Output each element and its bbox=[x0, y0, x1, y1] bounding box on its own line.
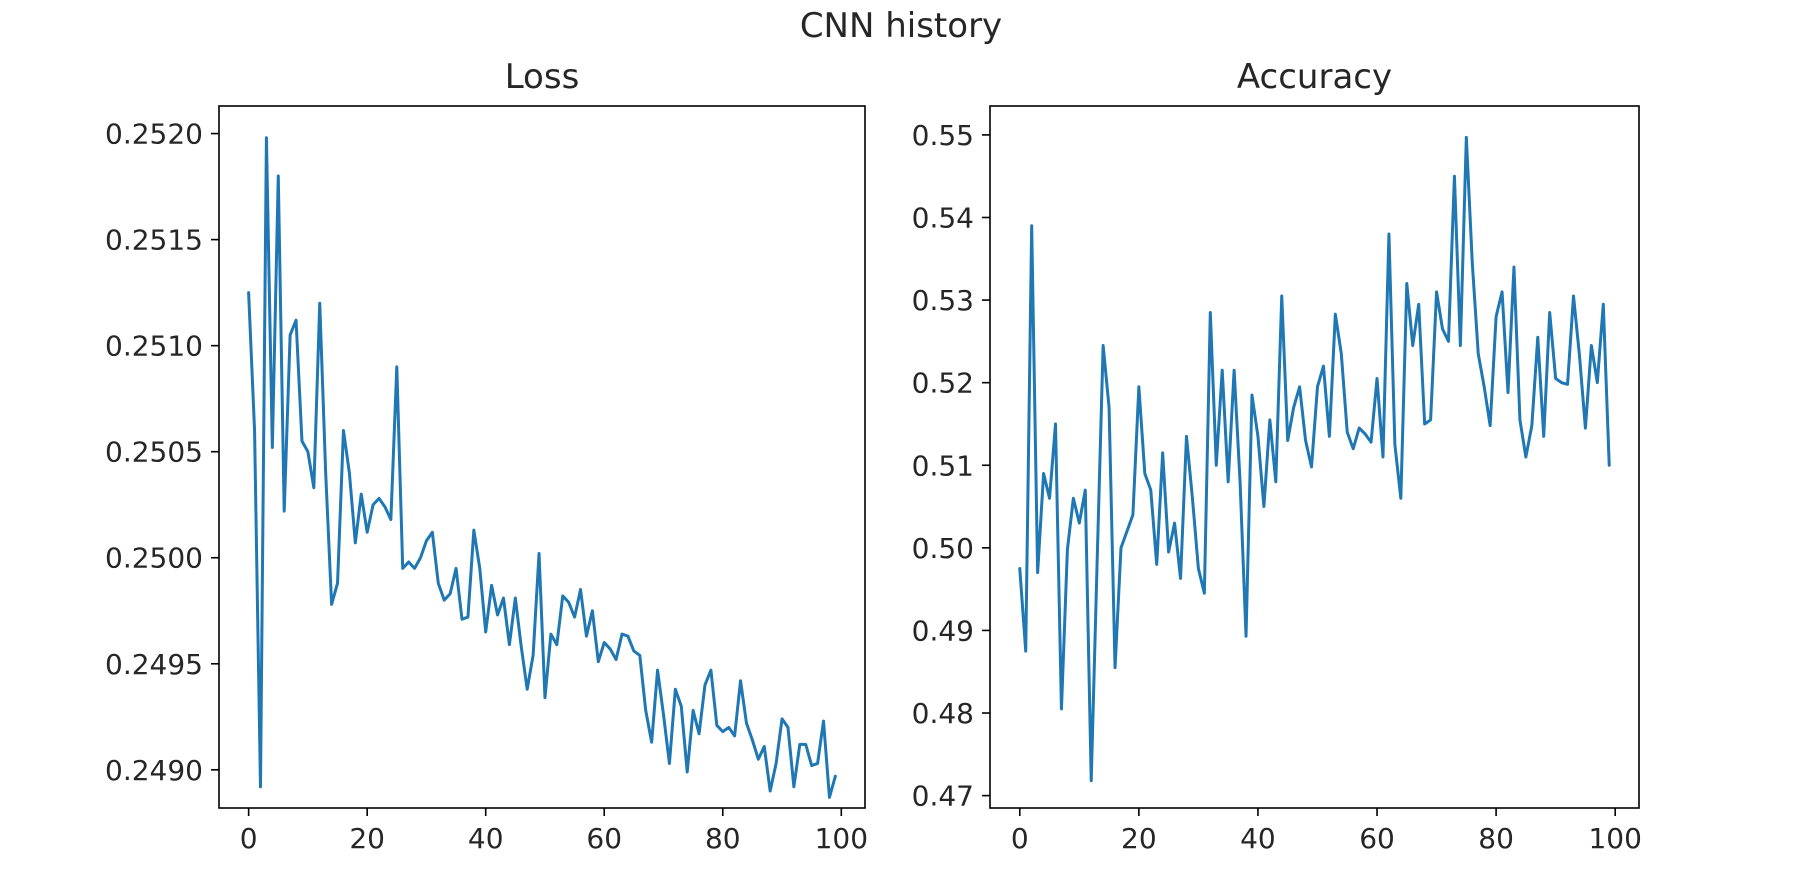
loss-ytick-label: 0.2515 bbox=[105, 224, 203, 257]
accuracy-series-line bbox=[1018, 135, 1611, 783]
loss-xtick-label: 80 bbox=[705, 822, 741, 855]
accuracy-title: Accuracy bbox=[1237, 57, 1392, 97]
loss-xtick-label: 0 bbox=[240, 822, 258, 855]
accuracy-xtick-label: 40 bbox=[1240, 822, 1276, 855]
loss-series-line bbox=[247, 136, 837, 799]
loss-plot: Loss 0 20 40 60 80 100 0.2490 0.2495 0.2500 0.2505… bbox=[105, 57, 868, 855]
figure-suptitle: CNN history bbox=[799, 6, 1003, 46]
accuracy-plot: Accuracy 0 20 40 60 80 100 0.47 0.48 0.49 0.50 0.51… bbox=[912, 57, 1642, 855]
accuracy-xtick-label: 20 bbox=[1121, 822, 1157, 855]
loss-ytick-label: 0.2495 bbox=[105, 648, 203, 681]
accuracy-ytick-label: 0.53 bbox=[912, 284, 974, 317]
loss-xtick-label: 20 bbox=[349, 822, 385, 855]
accuracy-ytick-label: 0.55 bbox=[912, 119, 974, 152]
accuracy-ytick-label: 0.54 bbox=[912, 201, 974, 234]
loss-xtick-label: 100 bbox=[815, 822, 868, 855]
loss-xtick-label: 60 bbox=[586, 822, 622, 855]
accuracy-xtick-label: 100 bbox=[1588, 822, 1641, 855]
loss-ytick-label: 0.2500 bbox=[105, 542, 203, 575]
loss-ytick-label: 0.2505 bbox=[105, 436, 203, 469]
accuracy-xtick-label: 60 bbox=[1359, 822, 1395, 855]
loss-title: Loss bbox=[505, 57, 580, 97]
loss-axes-frame bbox=[218, 105, 866, 809]
loss-ytick-label: 0.2520 bbox=[105, 118, 203, 151]
loss-ytick-label: 0.2490 bbox=[105, 754, 203, 787]
accuracy-ytick-label: 0.52 bbox=[912, 367, 974, 400]
accuracy-ytick-label: 0.50 bbox=[912, 532, 974, 565]
loss-ytick-label: 0.2510 bbox=[105, 330, 203, 363]
accuracy-xtick-label: 80 bbox=[1478, 822, 1514, 855]
accuracy-ytick-label: 0.48 bbox=[912, 697, 974, 730]
accuracy-axes-frame bbox=[989, 105, 1640, 809]
accuracy-xtick-label: 0 bbox=[1011, 822, 1029, 855]
accuracy-ytick-label: 0.49 bbox=[912, 614, 974, 647]
accuracy-ytick-label: 0.47 bbox=[912, 780, 974, 813]
accuracy-ytick-label: 0.51 bbox=[912, 449, 974, 482]
loss-xtick-label: 40 bbox=[468, 822, 504, 855]
